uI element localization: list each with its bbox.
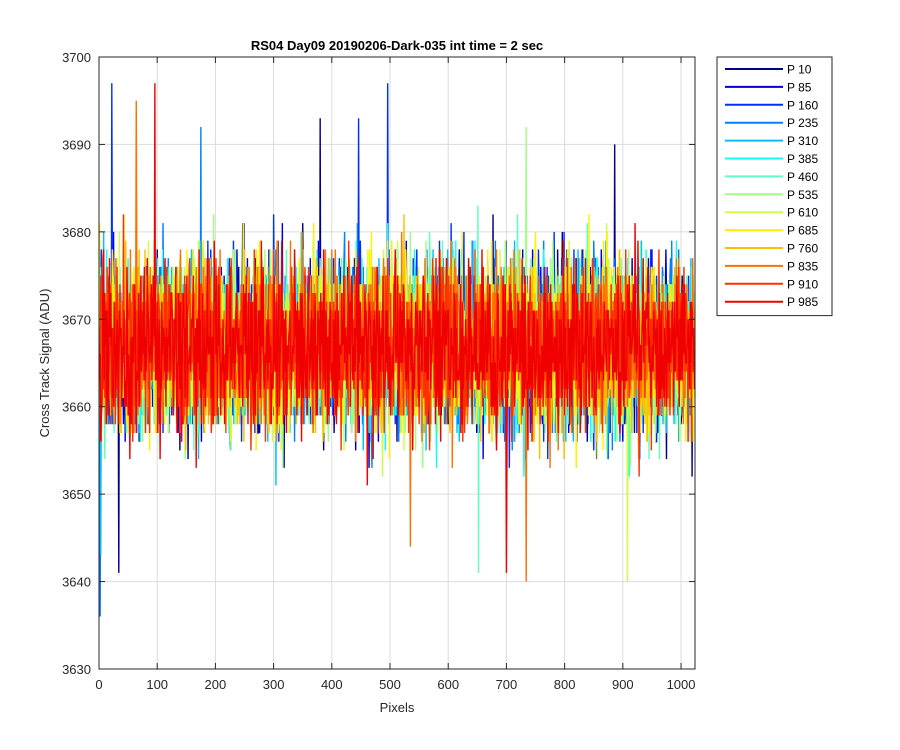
legend-label: P 985 (787, 295, 818, 309)
legend-label: P 235 (787, 116, 818, 130)
axes-box (98, 56, 696, 670)
legend-label: P 835 (787, 259, 818, 273)
plot-area (99, 83, 695, 617)
legend: P 10 P 85 P 160 P 235 P 310 P 385 P 460 P 535 P … (716, 56, 833, 317)
x-tick-label: 300 (263, 677, 285, 692)
legend-label: P 535 (787, 188, 818, 202)
legend-label: P 610 (787, 206, 818, 220)
legend-label: P 910 (787, 277, 818, 291)
legend-label: P 310 (787, 134, 818, 148)
y-tick-label: 3690 (62, 137, 91, 152)
legend-label: P 760 (787, 242, 818, 256)
y-tick-label: 3680 (62, 225, 91, 240)
y-axis: 3630 3640 3650 3660 3670 3680 3690 3700 (62, 50, 695, 677)
y-axis-label: Cross Track Signal (ADU) (37, 289, 52, 438)
legend-label: P 10 (787, 63, 812, 77)
legend-label: P 85 (787, 80, 812, 94)
x-tick-label: 600 (437, 677, 459, 692)
x-axis: 0 100 200 300 400 500 600 700 800 900 1000 (95, 57, 695, 692)
x-tick-label: 1000 (667, 677, 696, 692)
legend-box (716, 56, 833, 317)
x-tick-label: 800 (554, 677, 576, 692)
x-axis-label: Pixels (380, 700, 415, 715)
x-tick-label: 500 (379, 677, 401, 692)
y-tick-label: 3700 (62, 50, 91, 65)
y-tick-label: 3630 (62, 662, 91, 677)
y-tick-label: 3660 (62, 400, 91, 415)
series-line (99, 83, 695, 573)
y-tick-label: 3640 (62, 575, 91, 590)
legend-label: P 160 (787, 98, 818, 112)
chart-title: RS04 Day09 20190206-Dark-035 int time = … (251, 38, 543, 53)
x-tick-label: 200 (205, 677, 227, 692)
legend-label: P 685 (787, 224, 818, 238)
legend-label: P 460 (787, 170, 818, 184)
x-tick-label: 400 (321, 677, 343, 692)
y-tick-label: 3670 (62, 312, 91, 327)
legend-label: P 385 (787, 152, 818, 166)
x-tick-label: 100 (146, 677, 168, 692)
x-tick-label: 0 (95, 677, 102, 692)
y-tick-label: 3650 (62, 487, 91, 502)
x-tick-label: 700 (496, 677, 518, 692)
x-tick-label: 900 (612, 677, 634, 692)
